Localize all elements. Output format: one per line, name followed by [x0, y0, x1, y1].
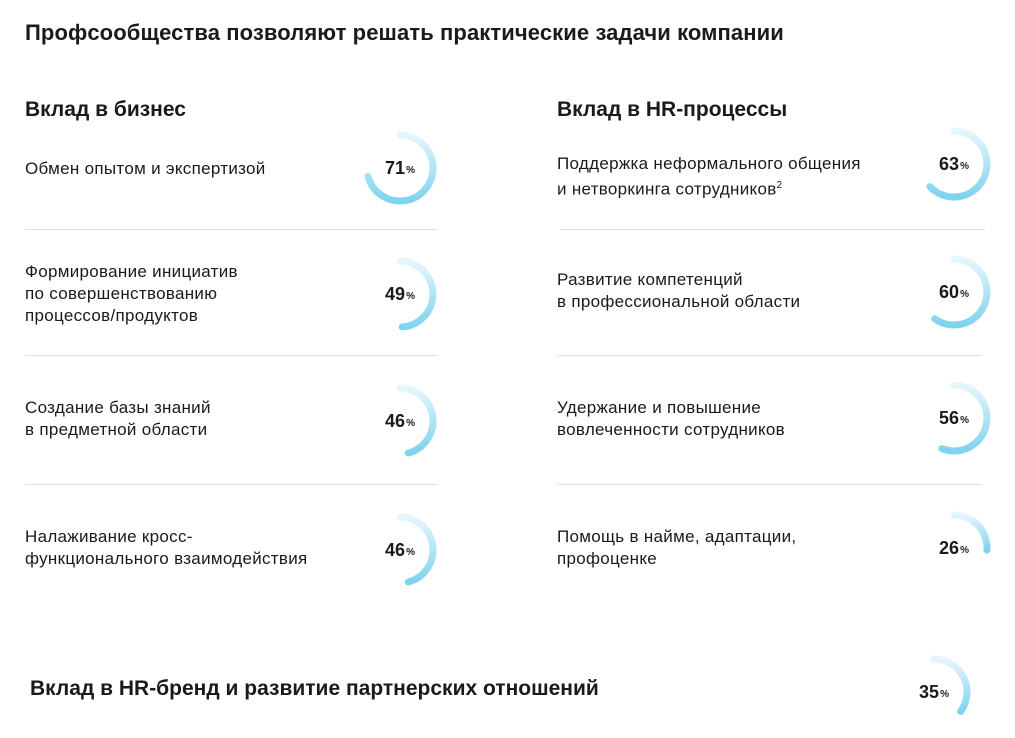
hr-ring: 56%	[914, 378, 994, 458]
divider	[25, 355, 437, 356]
ring-arc	[396, 257, 437, 331]
business-item-label: Формирование инициатив по совершенствова…	[25, 262, 238, 325]
ring-arc	[396, 384, 437, 457]
ring-arc	[930, 655, 971, 715]
ring-chart	[930, 655, 971, 715]
business-ring: 71%	[360, 128, 440, 208]
divider	[25, 229, 437, 230]
business-ring: 46%	[360, 381, 440, 461]
hr-brand-label: Вклад в HR-бренд и развитие партнерских …	[30, 677, 599, 700]
divider	[25, 484, 437, 485]
business-item-label: Налаживание кросс- функционального взаим…	[25, 527, 308, 568]
divider	[560, 229, 985, 230]
business-heading: Вклад в бизнес	[25, 98, 186, 121]
ring-chart	[926, 127, 991, 201]
ring-unit: %	[960, 160, 969, 172]
hr-item-label: Поддержка неформального общения и нетвор…	[557, 153, 861, 201]
ring-arc	[931, 255, 991, 329]
ring-unit: %	[406, 164, 415, 176]
ring-unit: %	[960, 288, 969, 300]
ring-value: 26	[939, 537, 960, 558]
ring-value: 71	[385, 157, 406, 178]
business-ring: 46%	[360, 510, 440, 590]
ring-chart	[396, 257, 437, 331]
ring-value: 35	[919, 681, 940, 702]
ring-unit: %	[406, 290, 415, 302]
page-title: Профсообщества позволяют решать практиче…	[25, 20, 784, 45]
ring-arc	[950, 511, 991, 554]
ring-unit: %	[940, 688, 949, 700]
business-ring: 49%	[360, 254, 440, 334]
ring-unit: %	[960, 544, 969, 556]
ring-arc	[364, 131, 437, 205]
ring-value: 56	[939, 407, 960, 428]
hr-item-label: Развитие компетенций в профессиональной …	[557, 270, 801, 311]
ring-unit: %	[406, 417, 415, 429]
hr-item-label: Удержание и повышение вовлеченности сотр…	[557, 398, 785, 439]
hr-brand-ring: 35%	[894, 652, 974, 732]
hr-heading: Вклад в HR-процессы	[557, 98, 788, 121]
hr-item-label: Помощь в найме, адаптации, профоценке	[557, 527, 797, 568]
ring-value: 46	[385, 410, 406, 431]
ring-value: 49	[385, 283, 406, 304]
ring-chart	[950, 511, 991, 554]
hr-ring: 63%	[914, 124, 994, 204]
hr-ring: 60%	[914, 252, 994, 332]
ring-unit: %	[406, 546, 415, 558]
ring-chart	[396, 384, 437, 457]
divider	[557, 355, 982, 356]
ring-unit: %	[960, 414, 969, 426]
ring-value: 60	[939, 281, 960, 302]
business-item-label: Обмен опытом и экспертизой	[25, 159, 266, 178]
ring-value: 63	[939, 153, 960, 174]
ring-chart	[931, 255, 991, 329]
ring-arc	[926, 127, 991, 201]
divider	[557, 484, 982, 485]
hr-item-text: Поддержка неформального общения и нетвор…	[557, 154, 861, 199]
ring-value: 46	[385, 539, 406, 560]
ring-chart	[938, 381, 991, 455]
ring-arc	[938, 381, 991, 455]
footnote-marker: 2	[776, 180, 783, 191]
ring-chart	[396, 513, 437, 586]
business-item-label: Создание базы знаний в предметной област…	[25, 398, 211, 439]
ring-chart	[364, 131, 437, 205]
ring-arc	[396, 513, 437, 586]
hr-ring: 26%	[914, 508, 994, 588]
